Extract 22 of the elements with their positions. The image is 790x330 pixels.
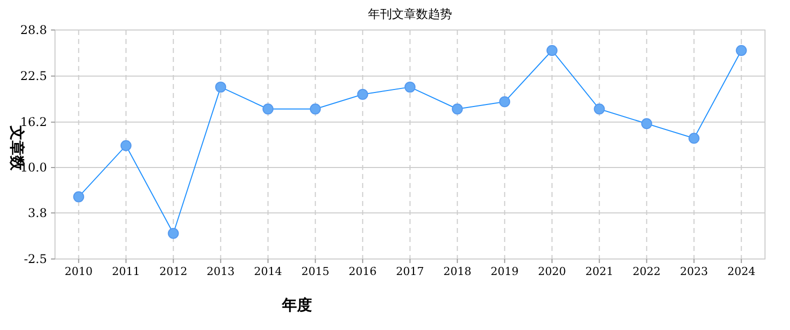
x-tick-label: 2013 (206, 265, 235, 278)
y-tick-label: 3.8 (28, 206, 47, 220)
x-tick-label: 2019 (490, 265, 519, 278)
x-tick-label: 2021 (585, 265, 614, 278)
x-tick-label: 2020 (538, 265, 566, 278)
y-tick-label: 22.5 (20, 69, 47, 84)
x-axis-title: 年度 (281, 296, 312, 314)
y-tick-label: 16.2 (20, 115, 47, 130)
x-tick-label: 2011 (112, 265, 140, 278)
x-tick-label: 2017 (396, 265, 424, 278)
x-tick-label: 2023 (680, 265, 708, 278)
x-tick-label: 2012 (159, 265, 188, 278)
x-tick-label: 2014 (254, 265, 282, 278)
x-tick-label: 2010 (64, 265, 93, 278)
x-tick-label: 2018 (443, 265, 472, 278)
y-tick-label: -2.5 (24, 252, 47, 266)
x-tick-label: 2024 (727, 265, 756, 278)
x-tick-label: 2015 (301, 265, 330, 278)
x-tick-label: 2022 (632, 265, 661, 278)
chart-title: 年刊文章数趋势 (368, 7, 452, 21)
x-tick-label: 2016 (348, 265, 377, 278)
y-tick-label: 28.8 (20, 23, 47, 37)
